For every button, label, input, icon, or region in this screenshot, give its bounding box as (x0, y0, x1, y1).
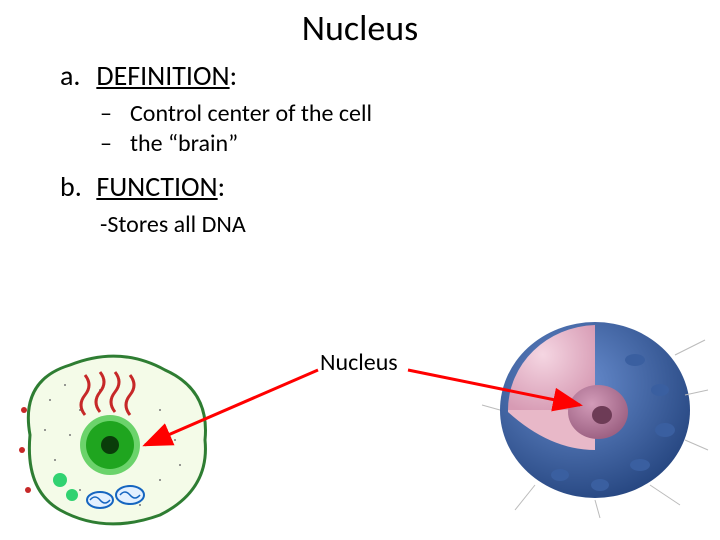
section-a-heading: a. DEFINITION: (0, 58, 720, 93)
definition-item-1: the “brain” (130, 129, 238, 158)
section-b-heading: b. FUNCTION: (0, 169, 720, 204)
section-b-letter: b. (60, 169, 90, 204)
dash-icon: – (100, 129, 112, 159)
definition-list: – Control center of the cell – the “brai… (0, 99, 720, 159)
cell-diagram-right (480, 300, 710, 520)
section-a-letter: a. (60, 58, 90, 93)
definition-item-0: Control center of the cell (130, 99, 372, 128)
dash-icon: – (100, 99, 112, 129)
cell-diagram-left (10, 340, 220, 530)
section-a-text: DEFINITION (96, 58, 229, 93)
list-item: – the “brain” (130, 129, 720, 159)
section-a-colon: : (230, 58, 238, 93)
page-title: Nucleus (0, 0, 720, 54)
function-detail: -Stores all DNA (0, 210, 720, 239)
nucleus-center-label: Nucleus (320, 348, 398, 377)
section-b-colon: : (218, 169, 226, 204)
section-b-text: FUNCTION (96, 169, 217, 204)
list-item: – Control center of the cell (130, 99, 720, 129)
